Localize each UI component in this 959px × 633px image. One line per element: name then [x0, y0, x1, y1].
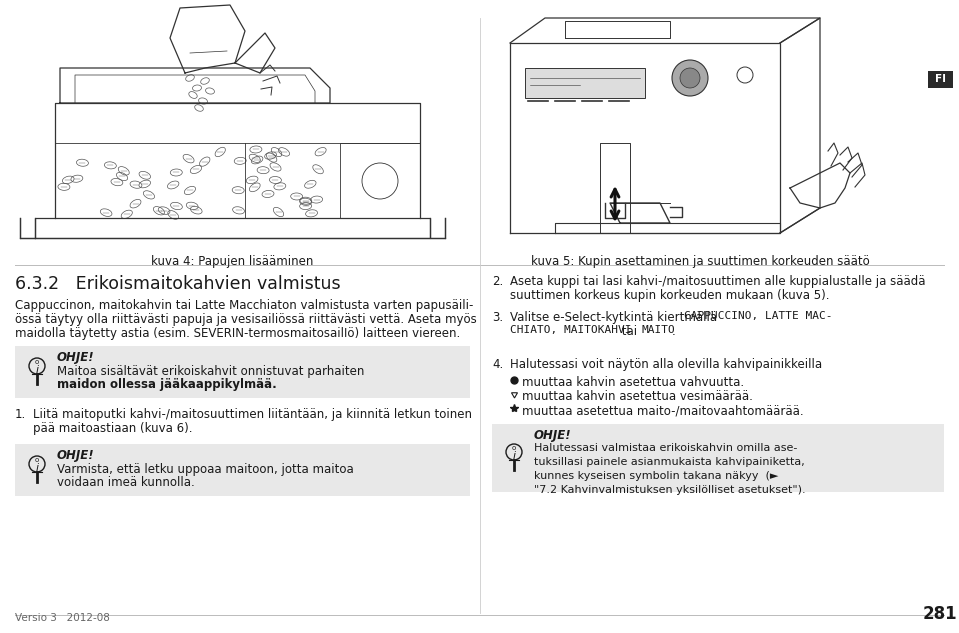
Text: muuttaa kahvin asetettua vesimäärää.: muuttaa kahvin asetettua vesimäärää.: [522, 390, 753, 403]
Text: kuva 4: Papujen lisääminen: kuva 4: Papujen lisääminen: [151, 255, 314, 268]
Text: kuva 5: Kupin asettaminen ja suuttimen korkeuden säätö: kuva 5: Kupin asettaminen ja suuttimen k…: [530, 255, 870, 268]
Text: pää maitoastiaan (kuva 6).: pää maitoastiaan (kuva 6).: [33, 422, 193, 435]
Bar: [492, 424, 944, 492]
Text: 6.3.2   Erikoismaitokahvien valmistus: 6.3.2 Erikoismaitokahvien valmistus: [15, 275, 340, 293]
Text: Varmista, että letku uppoaa maitoon, jotta maitoa: Varmista, että letku uppoaa maitoon, jot…: [57, 463, 354, 476]
Text: 2.: 2.: [492, 275, 503, 288]
Text: i: i: [35, 365, 38, 375]
Circle shape: [680, 68, 700, 88]
Circle shape: [737, 67, 753, 83]
Text: Halutessasi voit näytön alla olevilla kahvipainikkeilla: Halutessasi voit näytön alla olevilla ka…: [510, 358, 822, 371]
Text: MAITO: MAITO: [642, 325, 675, 335]
Text: OHJE!: OHJE!: [57, 351, 95, 364]
Text: tai: tai: [618, 325, 641, 338]
Text: CHIATO, MAITOKAHVI: CHIATO, MAITOKAHVI: [510, 325, 631, 335]
Text: Cappuccinon, maitokahvin tai Latte Macchiaton valmistusta varten papusäili-: Cappuccinon, maitokahvin tai Latte Macch…: [15, 299, 474, 312]
Text: tuksillasi painele asianmukaista kahvipainiketta,: tuksillasi painele asianmukaista kahvipa…: [534, 457, 805, 467]
Text: CAPPUCCINO, LATTE MAC-: CAPPUCCINO, LATTE MAC-: [684, 311, 832, 321]
Text: 3.: 3.: [492, 311, 503, 324]
Text: 4.: 4.: [492, 358, 503, 371]
Text: Maitoa sisältävät erikoiskahvit onnistuvat parhaiten: Maitoa sisältävät erikoiskahvit onnistuv…: [57, 365, 364, 378]
Text: suuttimen korkeus kupin korkeuden mukaan (kuva 5).: suuttimen korkeus kupin korkeuden mukaan…: [510, 289, 830, 302]
Bar: [928, 71, 953, 88]
Text: OHJE!: OHJE!: [57, 449, 95, 462]
Text: maidolla täytetty astia (esim. SEVERIN-termosmaitosailIö) laitteen viereen.: maidolla täytetty astia (esim. SEVERIN-t…: [15, 327, 460, 340]
Text: OHJE!: OHJE!: [534, 429, 572, 442]
Text: i: i: [35, 463, 38, 473]
Text: "7.2 Kahvinvalmistuksen yksilölliset asetukset").: "7.2 Kahvinvalmistuksen yksilölliset ase…: [534, 485, 806, 495]
Text: voidaan imeä kunnolla.: voidaan imeä kunnolla.: [57, 476, 195, 489]
Text: FI: FI: [935, 75, 946, 84]
Text: Versio 3   2012-08: Versio 3 2012-08: [15, 613, 110, 623]
Text: maidon ollessa jääkaappikylmää.: maidon ollessa jääkaappikylmää.: [57, 378, 277, 391]
Text: o: o: [35, 359, 39, 365]
Text: .: .: [671, 325, 675, 338]
Bar: [15, 346, 470, 398]
Text: Valitse e-Select-kytkintä kiertmällä: Valitse e-Select-kytkintä kiertmällä: [510, 311, 721, 324]
Text: i: i: [512, 451, 516, 461]
Circle shape: [672, 60, 708, 96]
Text: össä täytyy olla riittävästi papuja ja vesisailiössä riittävästi vettä. Aseta my: össä täytyy olla riittävästi papuja ja v…: [15, 313, 477, 326]
Text: Halutessasi valmistaa erikoiskahvin omilla ase-: Halutessasi valmistaa erikoiskahvin omil…: [534, 443, 797, 453]
Text: Aseta kuppi tai lasi kahvi-/maitosuuttimen alle kuppialustalle ja säädä: Aseta kuppi tai lasi kahvi-/maitosuuttim…: [510, 275, 925, 288]
Text: kunnes kyseisen symbolin takana näkyy  (►: kunnes kyseisen symbolin takana näkyy (►: [534, 471, 779, 481]
Bar: [15, 444, 470, 496]
Bar: [525, 68, 645, 98]
Text: muuttaa asetettua maito-/maitovaahtomäärää.: muuttaa asetettua maito-/maitovaahtomäär…: [522, 404, 804, 417]
Text: o: o: [512, 445, 516, 451]
Text: o: o: [35, 457, 39, 463]
Text: Liitä maitoputki kahvi-/maitosuuttimen liitäntään, ja kiinnitä letkun toinen: Liitä maitoputki kahvi-/maitosuuttimen l…: [33, 408, 472, 421]
Text: muuttaa kahvin asetettua vahvuutta.: muuttaa kahvin asetettua vahvuutta.: [522, 376, 744, 389]
Text: 1.: 1.: [15, 408, 26, 421]
Text: 281: 281: [923, 605, 957, 623]
